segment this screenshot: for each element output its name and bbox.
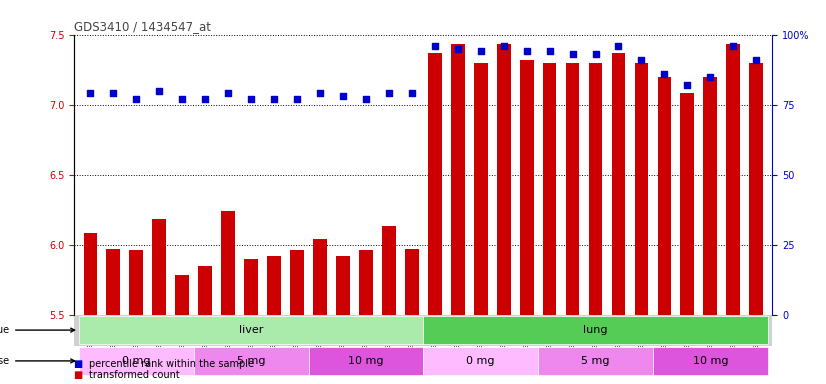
Text: liver: liver xyxy=(239,325,263,335)
Text: GDS3410 / 1434547_at: GDS3410 / 1434547_at xyxy=(74,20,211,33)
Bar xyxy=(428,53,442,315)
Bar xyxy=(107,249,121,315)
Point xyxy=(589,51,602,57)
Text: tissue: tissue xyxy=(0,325,74,335)
Point xyxy=(566,51,579,57)
Bar xyxy=(538,347,653,375)
Bar xyxy=(611,53,625,315)
Point xyxy=(153,88,166,94)
Point xyxy=(268,96,281,102)
Bar xyxy=(267,256,281,315)
Point xyxy=(359,96,373,102)
Point xyxy=(83,90,97,96)
Bar xyxy=(653,347,767,375)
Bar xyxy=(634,63,648,315)
Point xyxy=(657,71,671,77)
Bar xyxy=(681,93,694,315)
Text: 0 mg: 0 mg xyxy=(122,356,150,366)
Bar xyxy=(198,266,212,315)
Bar xyxy=(221,211,235,315)
Text: 10 mg: 10 mg xyxy=(692,356,728,366)
Bar xyxy=(359,250,373,315)
Point xyxy=(176,96,189,102)
Point xyxy=(382,90,396,96)
Text: ■: ■ xyxy=(74,370,87,380)
Point xyxy=(750,57,763,63)
Text: 10 mg: 10 mg xyxy=(349,356,383,366)
Bar xyxy=(451,45,465,315)
Bar xyxy=(194,347,309,375)
Bar xyxy=(589,63,602,315)
Bar xyxy=(749,63,763,315)
Text: 0 mg: 0 mg xyxy=(467,356,495,366)
Bar xyxy=(290,250,304,315)
Point xyxy=(198,96,211,102)
Point xyxy=(704,73,717,79)
Bar xyxy=(313,239,327,315)
Point xyxy=(428,43,441,49)
Point xyxy=(130,96,143,102)
Bar xyxy=(657,76,672,315)
Point xyxy=(406,90,419,96)
Point xyxy=(520,48,534,55)
Bar xyxy=(79,347,194,375)
Bar xyxy=(520,60,534,315)
Bar xyxy=(496,45,510,315)
Point xyxy=(727,43,740,49)
Bar xyxy=(130,250,143,315)
Point xyxy=(635,57,648,63)
Point xyxy=(313,90,326,96)
Bar xyxy=(382,227,396,315)
Bar xyxy=(153,219,166,315)
Bar xyxy=(474,63,487,315)
Point xyxy=(244,96,258,102)
Bar xyxy=(405,249,419,315)
Bar xyxy=(726,45,740,315)
Bar xyxy=(543,63,557,315)
Text: transformed count: transformed count xyxy=(89,370,180,380)
Text: lung: lung xyxy=(583,325,608,335)
Text: ■: ■ xyxy=(74,359,87,369)
Point xyxy=(451,45,464,51)
Bar xyxy=(309,347,423,375)
Bar xyxy=(244,259,258,315)
Point xyxy=(612,43,625,49)
Bar xyxy=(424,347,538,375)
Text: dose: dose xyxy=(0,356,74,366)
Point xyxy=(107,90,120,96)
Bar xyxy=(704,76,717,315)
Point xyxy=(497,43,510,49)
Bar xyxy=(175,275,189,315)
Text: percentile rank within the sample: percentile rank within the sample xyxy=(89,359,254,369)
Text: 5 mg: 5 mg xyxy=(582,356,610,366)
Point xyxy=(681,82,694,88)
Point xyxy=(221,90,235,96)
Point xyxy=(474,48,487,55)
Bar xyxy=(566,63,580,315)
Bar xyxy=(83,233,97,315)
Point xyxy=(543,48,556,55)
Bar xyxy=(79,316,423,344)
Bar xyxy=(424,316,767,344)
Bar xyxy=(336,256,350,315)
Text: 5 mg: 5 mg xyxy=(237,356,265,366)
Point xyxy=(336,93,349,99)
Point xyxy=(291,96,304,102)
